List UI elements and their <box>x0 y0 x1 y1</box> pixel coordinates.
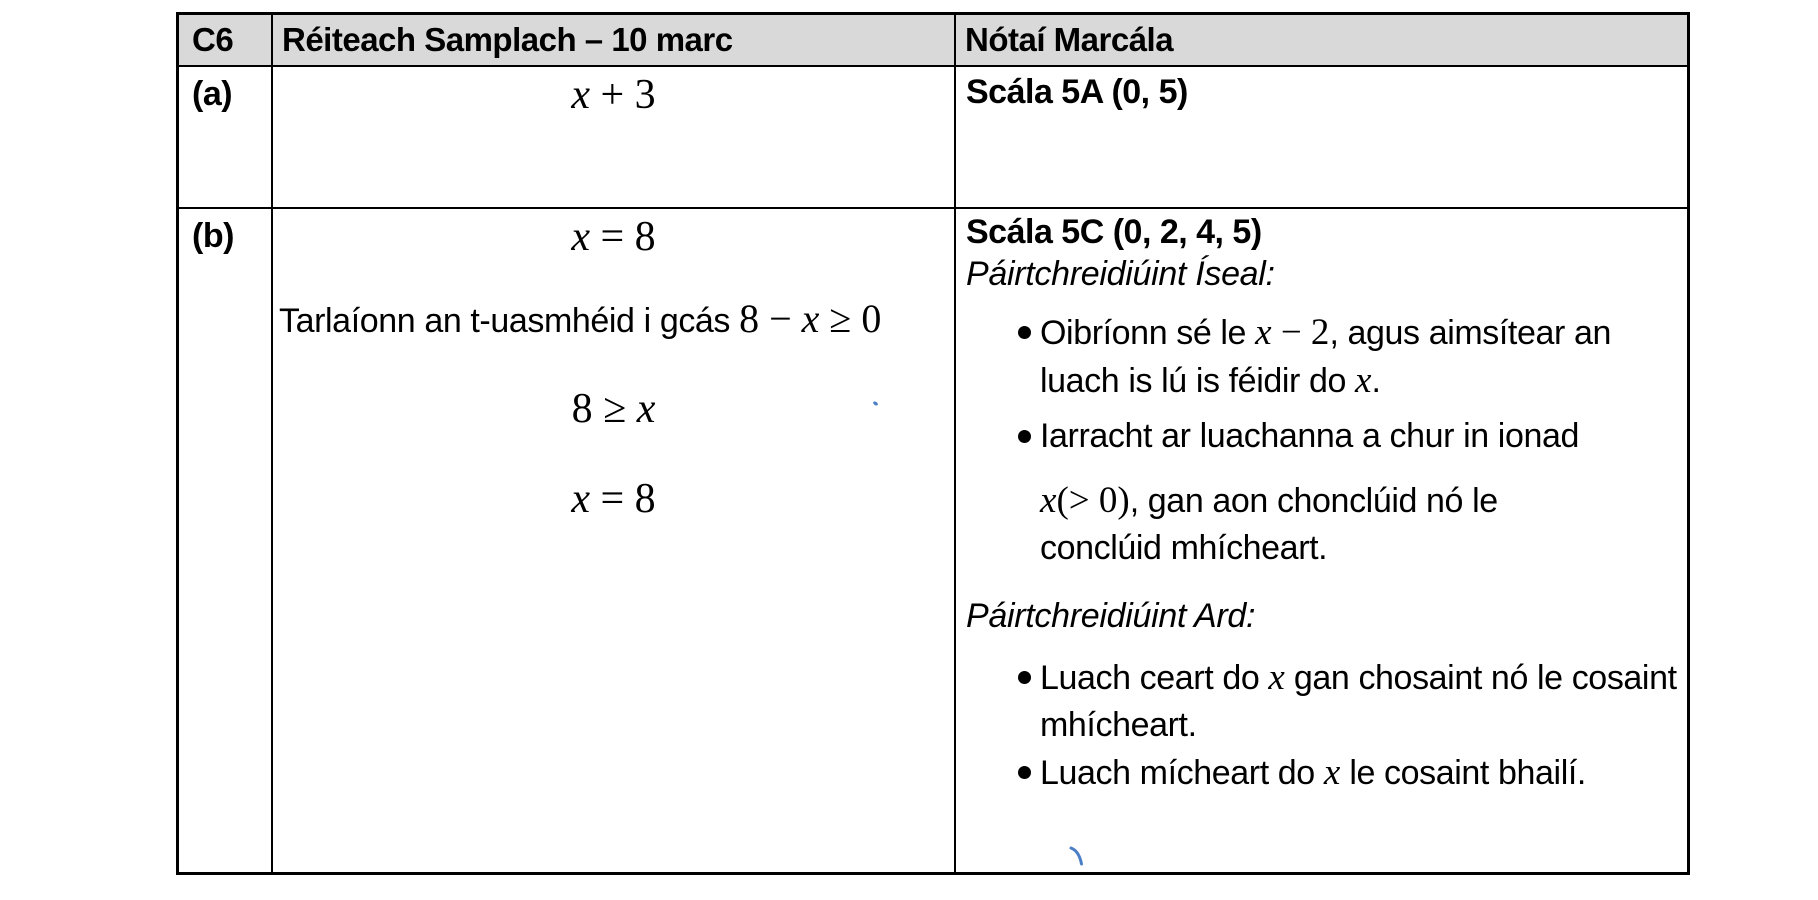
bullet-text: Luach mícheart do x le cosaint bhailí. <box>1040 752 1586 793</box>
row-b-label-cell: (b) <box>179 209 273 872</box>
math-rest: 8 − <box>739 296 802 341</box>
high-partial-credit-heading: Páirtchreidiúint Ard: <box>966 597 1256 635</box>
sentence-text: Tarlaíonn an t-uasmhéid i gcás <box>279 302 740 340</box>
math-variable: x <box>636 386 656 432</box>
bullet-icon <box>1018 430 1031 443</box>
stray-pen-mark-curve <box>1069 846 1083 866</box>
math-variable: x <box>1323 752 1341 793</box>
bullet-icon <box>1018 326 1031 339</box>
bullet-text: Luach ceart do x gan chosaint nó le cosa… <box>1040 657 1677 744</box>
row-a-notes-cell: Scála 5A (0, 5) <box>956 67 1687 209</box>
list-item: Oibríonn sé le x − 2, agus aimsítear an … <box>1018 309 1693 405</box>
list-item: Luach ceart do x gan chosaint nó le cosa… <box>1018 654 1693 749</box>
math-rest: + 3 <box>589 72 656 118</box>
math-variable: x <box>1255 312 1272 353</box>
header-marking-notes: Nótaí Marcála <box>956 15 1687 67</box>
math-expression-8-geq-x: 8 ≥ x <box>273 385 954 433</box>
list-item: Iarracht ar luachanna a chur in ionad <box>1018 413 1693 460</box>
math-rest: = 8 <box>589 476 656 522</box>
bullet-text: Iarracht ar luachanna a chur in ionad <box>1040 417 1579 455</box>
question-id-label: C6 <box>192 21 234 58</box>
math-variable: x <box>1268 657 1285 698</box>
math-rest: (> 0) <box>1056 480 1130 521</box>
math-expression-x-equals-8: x = 8 <box>273 213 954 261</box>
marking-scheme-table: C6 Réiteach Samplach – 10 marc Nótaí Mar… <box>176 12 1690 875</box>
math-variable: x <box>571 214 590 260</box>
row-b-notes-cell: Scála 5C (0, 2, 4, 5) Páirtchreidiúint Í… <box>956 209 1687 872</box>
stray-pen-mark-dot <box>873 401 878 406</box>
math-variable: x <box>571 476 590 522</box>
part-a-label: (a) <box>192 75 233 113</box>
scale-5a-heading: Scála 5A (0, 5) <box>966 73 1188 111</box>
math-variable: x <box>801 296 820 341</box>
math-expression-x-plus-3: x + 3 <box>273 71 954 119</box>
indented-continuation-text: x(> 0), gan aon chonclúid nó le conclúid… <box>1040 480 1498 567</box>
row-a-label-cell: (a) <box>179 67 273 209</box>
bullet-icon <box>1018 766 1031 779</box>
marking-notes-label: Nótaí Marcála <box>965 21 1174 58</box>
header-sample-solution: Réiteach Samplach – 10 marc <box>273 15 956 67</box>
scale-5c-heading: Scála 5C (0, 2, 4, 5) <box>966 213 1262 251</box>
math-variable: x <box>1355 360 1372 401</box>
math-rest: ≥ 0 <box>819 296 882 341</box>
math-variable: x <box>1040 480 1057 521</box>
math-rest: − 2 <box>1271 312 1330 353</box>
bullet-text: Oibríonn sé le x − 2, agus aimsítear an … <box>1040 312 1611 401</box>
row-a-solution-cell: x + 3 <box>273 67 956 209</box>
math-variable: x <box>571 72 590 118</box>
math-rest: = 8 <box>589 214 656 260</box>
header-question-id: C6 <box>179 15 273 67</box>
sample-solution-label: Réiteach Samplach – 10 marc <box>282 21 733 58</box>
part-b-label: (b) <box>192 217 234 255</box>
bullet-icon <box>1018 671 1031 684</box>
solution-sentence: Tarlaíonn an t-uasmhéid i gcás 8 − x ≥ 0 <box>279 295 881 342</box>
low-partial-credit-heading: Páirtchreidiúint Íseal: <box>966 255 1275 293</box>
math-rest: 8 ≥ <box>571 386 637 432</box>
row-b-solution-cell: x = 8 Tarlaíonn an t-uasmhéid i gcás 8 −… <box>273 209 956 872</box>
list-item: Luach mícheart do x le cosaint bhailí. <box>1018 749 1693 797</box>
math-expression-x-equals-8-final: x = 8 <box>273 475 954 523</box>
